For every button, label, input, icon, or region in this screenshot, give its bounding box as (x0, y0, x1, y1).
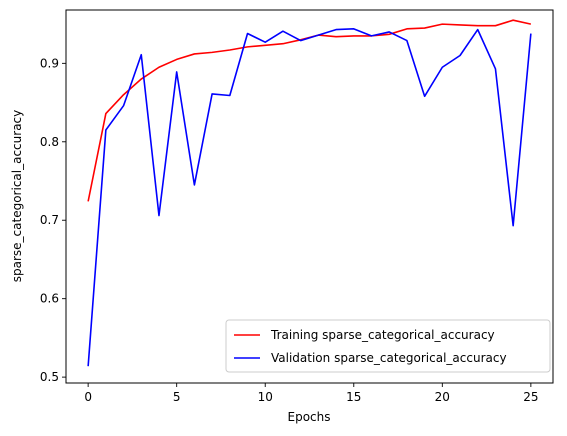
x-tick-label: 25 (523, 390, 538, 404)
x-tick-label: 10 (258, 390, 273, 404)
legend-box (225, 319, 551, 373)
y-tick-label: 0.7 (40, 213, 59, 227)
y-tick-label: 0.9 (40, 56, 59, 70)
y-tick-label: 0.6 (40, 292, 59, 306)
plot-frame (65, 9, 554, 384)
legend: Training sparse_categorical_accuracy Val… (225, 319, 551, 373)
y-tick-label: 0.8 (40, 135, 59, 149)
y-axis-label: sparse_categorical_accuracy (10, 110, 24, 282)
x-axis-label: Epochs (288, 410, 331, 424)
x-tick-label: 5 (173, 390, 181, 404)
x-axis-ticks: 0 5 10 15 20 25 (84, 383, 539, 404)
series-line-1 (87, 28, 532, 367)
y-tick-label: 0.5 (40, 370, 59, 384)
legend-label-validation: Validation sparse_categorical_accuracy (271, 351, 507, 365)
x-tick-label: 0 (84, 390, 92, 404)
y-axis-ticks: 0.5 0.6 0.7 0.8 0.9 (40, 56, 66, 384)
legend-label-training: Training sparse_categorical_accuracy (270, 328, 495, 342)
x-tick-label: 20 (435, 390, 450, 404)
x-tick-label: 15 (346, 390, 361, 404)
series-layer (87, 19, 532, 367)
